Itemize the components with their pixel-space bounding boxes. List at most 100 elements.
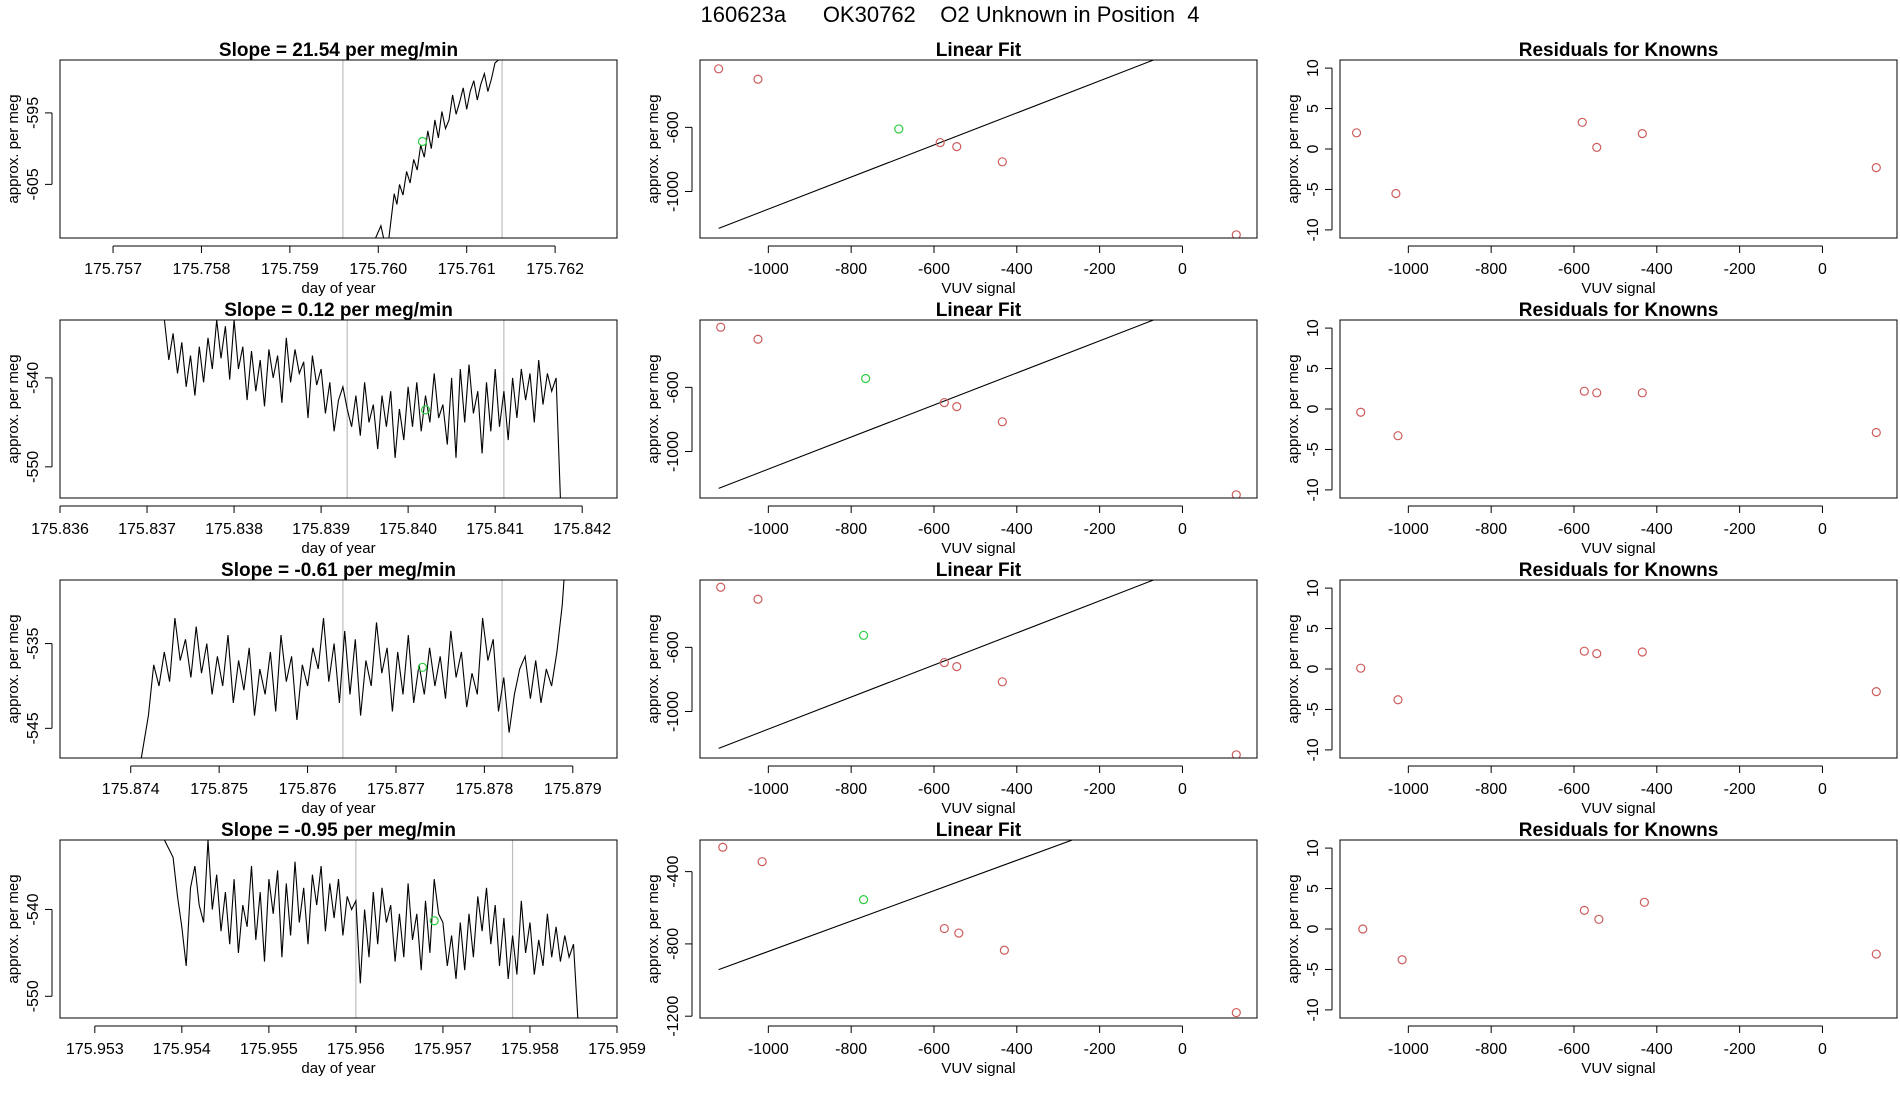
y-tick-label: -10 bbox=[1305, 998, 1322, 1021]
y-axis-label: approx. per meg bbox=[1285, 94, 1302, 203]
plot-frame bbox=[1339, 839, 1898, 1019]
x-tick-label: 175.840 bbox=[379, 521, 437, 538]
residual-point bbox=[1871, 427, 1881, 438]
x-tick-label: -600 bbox=[1558, 1041, 1590, 1058]
known-point bbox=[997, 677, 1007, 687]
x-axis-label: VUV signal bbox=[1581, 1060, 1655, 1077]
signal-line bbox=[140, 580, 565, 758]
y-tick-label: -10 bbox=[1305, 738, 1322, 761]
known-point bbox=[716, 582, 726, 592]
y-tick-label: -535 bbox=[25, 627, 42, 659]
residual-point bbox=[1579, 646, 1589, 656]
x-tick-label: 0 bbox=[1178, 521, 1187, 538]
known-point bbox=[939, 923, 949, 934]
known-point bbox=[1231, 490, 1241, 498]
known-point bbox=[939, 657, 949, 668]
plot-frame bbox=[59, 839, 618, 1019]
x-tick-label: -1000 bbox=[1388, 521, 1429, 538]
x-tick-label: -400 bbox=[1641, 781, 1673, 798]
residual-point bbox=[1579, 905, 1589, 915]
panel-r3-c1: Slope = -0.61 per meg/min 175.874 175.875 1… bbox=[5, 560, 618, 817]
x-tick-label: -200 bbox=[1724, 261, 1756, 278]
x-tick-label: 0 bbox=[1818, 781, 1827, 798]
residual-point bbox=[1637, 647, 1647, 657]
residual-point bbox=[1592, 142, 1602, 152]
unknown-point bbox=[417, 662, 428, 672]
panel-title: Residuals for Knowns bbox=[1519, 820, 1719, 841]
y-axis-label: approx. per meg bbox=[5, 614, 22, 723]
residual-point bbox=[1358, 924, 1368, 934]
x-tick-label: -400 bbox=[1001, 1041, 1033, 1058]
residual-point bbox=[1594, 914, 1604, 924]
plot-frame bbox=[699, 839, 1258, 1019]
x-tick-label: -400 bbox=[1641, 521, 1673, 538]
x-tick-label: -800 bbox=[1475, 1041, 1507, 1058]
x-tick-label: -1000 bbox=[748, 521, 789, 538]
x-tick-label: -200 bbox=[1724, 521, 1756, 538]
x-tick-label: -1000 bbox=[748, 781, 789, 798]
y-tick-label: -600 bbox=[665, 371, 682, 403]
residual-point bbox=[1577, 117, 1587, 127]
y-tick-label: -550 bbox=[25, 980, 42, 1012]
y-tick-label: -1000 bbox=[665, 691, 682, 732]
plot-frame bbox=[1339, 59, 1898, 239]
panel-title: Residuals for Knowns bbox=[1519, 560, 1719, 581]
y-tick-label: 5 bbox=[1305, 624, 1322, 633]
plot-area bbox=[163, 320, 565, 498]
fit-line bbox=[718, 320, 1155, 489]
fit-line bbox=[718, 840, 1074, 971]
fit-line bbox=[718, 580, 1155, 749]
known-point bbox=[997, 157, 1007, 167]
plot-area bbox=[163, 840, 583, 1018]
x-tick-label: -400 bbox=[1641, 1041, 1673, 1058]
y-tick-label: -400 bbox=[665, 856, 682, 888]
x-tick-label: 175.875 bbox=[190, 781, 248, 798]
residual-point bbox=[1637, 388, 1647, 398]
known-point bbox=[753, 74, 763, 84]
x-tick-label: -200 bbox=[1084, 261, 1116, 278]
x-tick-label: 175.761 bbox=[438, 261, 496, 278]
x-tick-label: -600 bbox=[918, 261, 950, 278]
panel-title: Slope = -0.61 per meg/min bbox=[221, 560, 456, 581]
known-point bbox=[1231, 750, 1241, 758]
y-axis-label: approx. per meg bbox=[1285, 354, 1302, 463]
panel-title: Residuals for Knowns bbox=[1519, 300, 1719, 321]
y-axis-label: approx. per meg bbox=[5, 94, 22, 203]
plot-frame bbox=[59, 579, 618, 759]
y-tick-label: -5 bbox=[1305, 702, 1322, 716]
y-axis-label: approx. per meg bbox=[645, 874, 662, 983]
x-tick-label: 175.839 bbox=[292, 521, 350, 538]
x-axis-label: day of year bbox=[301, 1060, 375, 1077]
signal-line bbox=[375, 60, 499, 238]
known-point bbox=[714, 64, 724, 74]
x-tick-label: 175.958 bbox=[501, 1041, 559, 1058]
x-tick-label: 175.759 bbox=[261, 261, 319, 278]
x-axis-label: day of year bbox=[301, 540, 375, 557]
panel-r1-c2: Linear Fit -1000 -800 -600 -400 -200 0 -1000 -60… bbox=[645, 40, 1258, 297]
residual-point bbox=[1592, 649, 1602, 659]
panel-r1-c1: Slope = 21.54 per meg/min 175.757 175.758 1… bbox=[5, 40, 618, 297]
x-tick-label: -600 bbox=[1558, 781, 1590, 798]
panel-title: Residuals for Knowns bbox=[1519, 40, 1719, 61]
panel-title: Linear Fit bbox=[936, 820, 1022, 841]
x-axis-label: day of year bbox=[301, 800, 375, 817]
panel-r4-c3: Residuals for Knowns-1000 -800 -600 -400 -20… bbox=[1285, 820, 1898, 1077]
x-axis-label: VUV signal bbox=[1581, 800, 1655, 817]
residual-point bbox=[1871, 687, 1881, 697]
x-tick-label: 175.836 bbox=[31, 521, 89, 538]
x-tick-label: 0 bbox=[1818, 521, 1827, 538]
x-axis-label: VUV signal bbox=[941, 800, 1015, 817]
known-point bbox=[935, 137, 945, 148]
panel-r2-c1: Slope = 0.12 per meg/min 175.836 175.837 17… bbox=[5, 300, 618, 557]
y-tick-label: 10 bbox=[1305, 579, 1322, 597]
x-axis-label: VUV signal bbox=[1581, 280, 1655, 297]
unknown-point bbox=[858, 895, 869, 905]
residual-point bbox=[1871, 949, 1881, 959]
unknown-point bbox=[894, 124, 904, 134]
x-tick-label: 175.955 bbox=[240, 1041, 298, 1058]
x-tick-label: -800 bbox=[1475, 781, 1507, 798]
x-tick-label: 175.842 bbox=[553, 521, 611, 538]
x-tick-label: -1000 bbox=[748, 261, 789, 278]
x-tick-label: -800 bbox=[1475, 261, 1507, 278]
